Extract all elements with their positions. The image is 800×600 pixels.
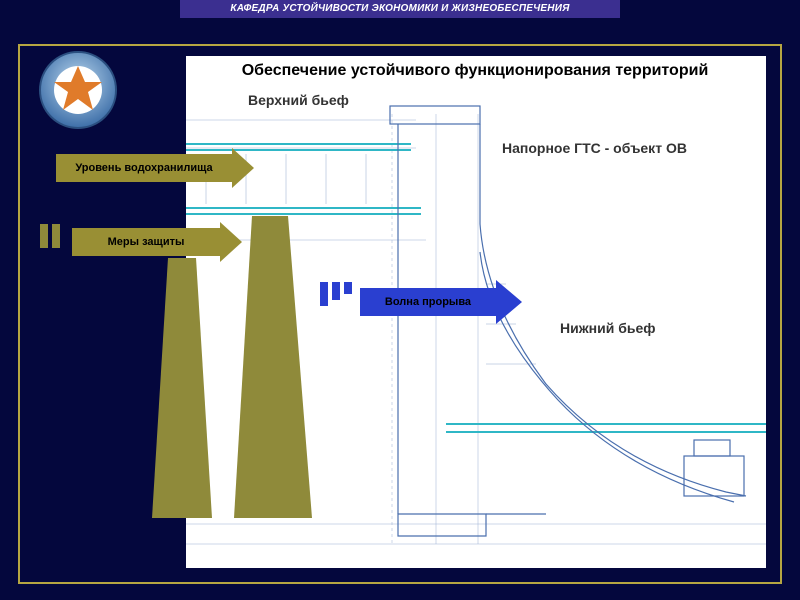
dam-blueprint	[186, 84, 766, 568]
mchs-logo	[38, 50, 118, 130]
callout-reservoir: Уровень водохранилища	[56, 148, 254, 188]
callout-reservoir-label: Уровень водохранилища	[56, 154, 232, 182]
bar	[52, 224, 60, 248]
bar	[344, 282, 352, 294]
bars-wave	[320, 282, 352, 306]
callout-protection: Меры защиты	[72, 222, 242, 262]
slide-title: Обеспечение устойчивого функционирования…	[190, 62, 760, 80]
callout-wave: Волна прорыва	[360, 280, 522, 324]
bars-protection	[40, 224, 60, 248]
callout-wave-label: Волна прорыва	[360, 288, 496, 316]
slide-header: КАФЕДРА УСТОЙЧИВОСТИ ЭКОНОМИКИ И ЖИЗНЕОБ…	[180, 0, 620, 18]
bar	[332, 282, 340, 300]
bar	[320, 282, 328, 306]
label-lower-pool: Нижний бьеф	[560, 320, 656, 336]
label-upper-pool: Верхний бьеф	[248, 92, 349, 108]
label-gts: Напорное ГТС - объект ОВ	[502, 140, 687, 156]
callout-protection-label: Меры защиты	[72, 228, 220, 256]
bar	[40, 224, 48, 248]
slide-root: КАФЕДРА УСТОЙЧИВОСТИ ЭКОНОМИКИ И ЖИЗНЕОБ…	[0, 0, 800, 600]
